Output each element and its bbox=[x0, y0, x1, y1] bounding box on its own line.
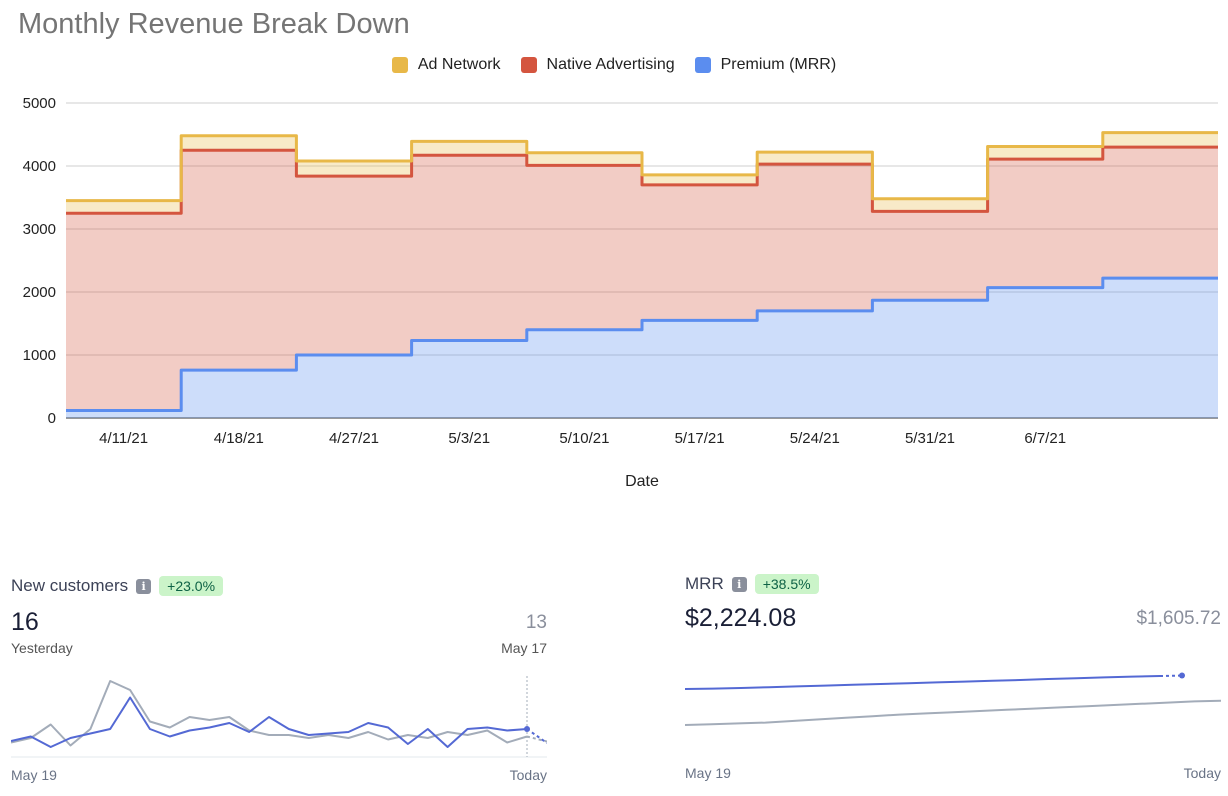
change-badge: +38.5% bbox=[754, 574, 819, 594]
area-native-advertising bbox=[66, 147, 1218, 411]
current-value: 16 bbox=[11, 608, 39, 636]
previous-value: $1,605.72 bbox=[1136, 608, 1221, 629]
x-tick-label: 5/10/21 bbox=[559, 430, 609, 447]
series-line-ad-network bbox=[66, 131, 1218, 203]
revenue-stacked-step-chart: 0 1000 2000 3000 4000 5000 4/11/21 4/18/21 4/27/… bbox=[23, 95, 1218, 490]
current-period-label: Yesterday bbox=[11, 640, 73, 656]
x-axis-title: Date bbox=[625, 473, 659, 490]
x-tick-label: 5/31/21 bbox=[905, 430, 955, 447]
previous-period-line bbox=[11, 680, 528, 747]
current-value: $2,224.08 bbox=[685, 604, 797, 632]
legend-label-ad-network: Ad Network bbox=[417, 56, 501, 73]
x-start-label: May 19 bbox=[11, 767, 57, 783]
series-line-premium-mrr bbox=[66, 276, 1218, 412]
y-tick-label: 4000 bbox=[23, 158, 56, 175]
previous-period-line bbox=[685, 699, 1221, 726]
y-tick-label: 5000 bbox=[23, 95, 56, 112]
x-end-label: Today bbox=[509, 767, 547, 783]
legend-item-ad-network[interactable]: Ad Network bbox=[391, 56, 501, 74]
y-tick-label: 1000 bbox=[23, 347, 56, 364]
current-projection-line bbox=[526, 728, 547, 744]
legend-swatch-ad-network bbox=[391, 57, 408, 73]
x-tick-label: 5/3/21 bbox=[448, 430, 490, 447]
current-period-line bbox=[11, 696, 528, 748]
legend-label-native-advertising: Native Advertising bbox=[546, 56, 675, 73]
area-premium-mrr bbox=[66, 278, 1218, 418]
mrr-card[interactable]: MRR i +38.5% $2,224.08 $1,605.72 May 19 … bbox=[685, 574, 1221, 789]
x-tick-label: 6/7/21 bbox=[1024, 430, 1066, 447]
current-period-line bbox=[685, 675, 1161, 690]
y-tick-label: 0 bbox=[48, 410, 56, 427]
mrr-title: MRR bbox=[685, 574, 724, 593]
chart-title: Monthly Revenue Break Down bbox=[18, 8, 410, 40]
x-tick-label: 4/11/21 bbox=[99, 430, 148, 447]
x-start-label: May 19 bbox=[685, 765, 731, 781]
mrr-header: MRR i +38.5% bbox=[685, 574, 1221, 594]
new-customers-sparkline bbox=[11, 676, 547, 758]
x-tick-label: 4/27/21 bbox=[329, 430, 379, 447]
change-badge: +23.0% bbox=[159, 576, 224, 596]
new-customers-card[interactable]: New customers i +23.0% 16 13 Yesterday M… bbox=[11, 576, 547, 791]
current-projection-line bbox=[1159, 674, 1183, 678]
legend-item-native-advertising[interactable]: Native Advertising bbox=[520, 56, 675, 74]
chart-legend: Ad Network Native Advertising Premium (M… bbox=[0, 56, 1228, 74]
new-customers-header: New customers i +23.0% bbox=[11, 576, 547, 596]
info-icon[interactable]: i bbox=[731, 576, 747, 592]
previous-period-label: May 17 bbox=[501, 640, 547, 656]
x-tick-label: 4/18/21 bbox=[214, 430, 264, 447]
x-end-label: Today bbox=[1183, 765, 1221, 781]
x-tick-label: 5/24/21 bbox=[790, 430, 840, 447]
current-point bbox=[524, 726, 530, 732]
info-icon[interactable]: i bbox=[136, 578, 152, 594]
previous-value: 13 bbox=[525, 612, 547, 633]
mrr-sparkline bbox=[685, 672, 1221, 726]
y-tick-label: 3000 bbox=[23, 221, 56, 238]
y-tick-label: 2000 bbox=[23, 284, 56, 301]
legend-swatch-premium bbox=[694, 57, 711, 73]
new-customers-title: New customers bbox=[11, 576, 129, 595]
legend-item-premium[interactable]: Premium (MRR) bbox=[694, 56, 837, 74]
x-tick-label: 5/17/21 bbox=[675, 430, 725, 447]
legend-label-premium: Premium (MRR) bbox=[720, 56, 837, 73]
legend-swatch-native-advertising bbox=[520, 57, 537, 73]
current-point bbox=[1179, 672, 1185, 679]
